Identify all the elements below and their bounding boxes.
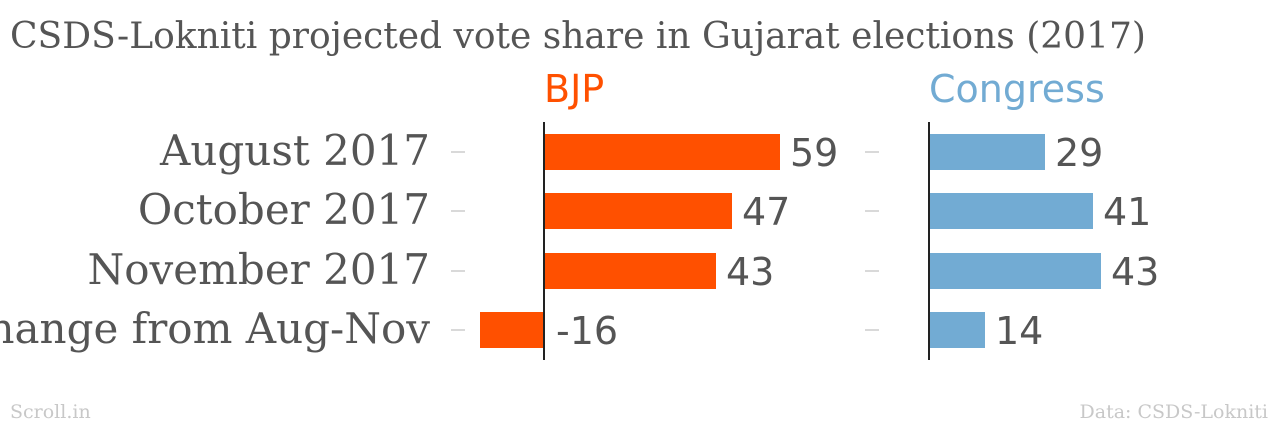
value-label-bjp-change-from-aug-nov: -16 bbox=[556, 309, 618, 353]
value-label-bjp-october-2017: 47 bbox=[742, 190, 790, 234]
bar-congress-august-2017 bbox=[929, 134, 1045, 170]
value-label-congress-change-from-aug-nov: 14 bbox=[995, 309, 1043, 353]
bar-congress-october-2017 bbox=[929, 193, 1093, 229]
footer-source-right: Data: CSDS-Lokniti bbox=[1080, 401, 1268, 423]
value-label-bjp-august-2017: 59 bbox=[790, 131, 838, 175]
bar-congress-november-2017 bbox=[929, 253, 1101, 289]
value-label-bjp-november-2017: 43 bbox=[726, 250, 774, 294]
chart-title: CSDS-Lokniti projected vote share in Guj… bbox=[10, 16, 1146, 57]
value-label-congress-november-2017: 43 bbox=[1111, 250, 1159, 294]
category-label-november-2017: November 2017 bbox=[87, 245, 430, 294]
value-label-congress-august-2017: 29 bbox=[1055, 131, 1103, 175]
series-label-congress: Congress bbox=[929, 67, 1105, 111]
bar-bjp-august-2017 bbox=[544, 134, 780, 170]
plot-area: August 2017 October 2017 November 2017 Chan… bbox=[0, 67, 1159, 360]
category-label-change-from-aug-nov: Change from Aug-Nov bbox=[0, 304, 430, 353]
bar-bjp-november-2017 bbox=[544, 253, 716, 289]
value-label-congress-october-2017: 41 bbox=[1103, 190, 1151, 234]
bar-bjp-change-from-aug-nov bbox=[480, 312, 544, 348]
series-label-bjp: BJP bbox=[544, 67, 604, 111]
category-label-october-2017: October 2017 bbox=[138, 185, 430, 234]
bar-congress-change-from-aug-nov bbox=[929, 312, 985, 348]
footer-source-left: Scroll.in bbox=[10, 401, 91, 423]
category-label-august-2017: August 2017 bbox=[159, 126, 430, 175]
bar-bjp-october-2017 bbox=[544, 193, 732, 229]
